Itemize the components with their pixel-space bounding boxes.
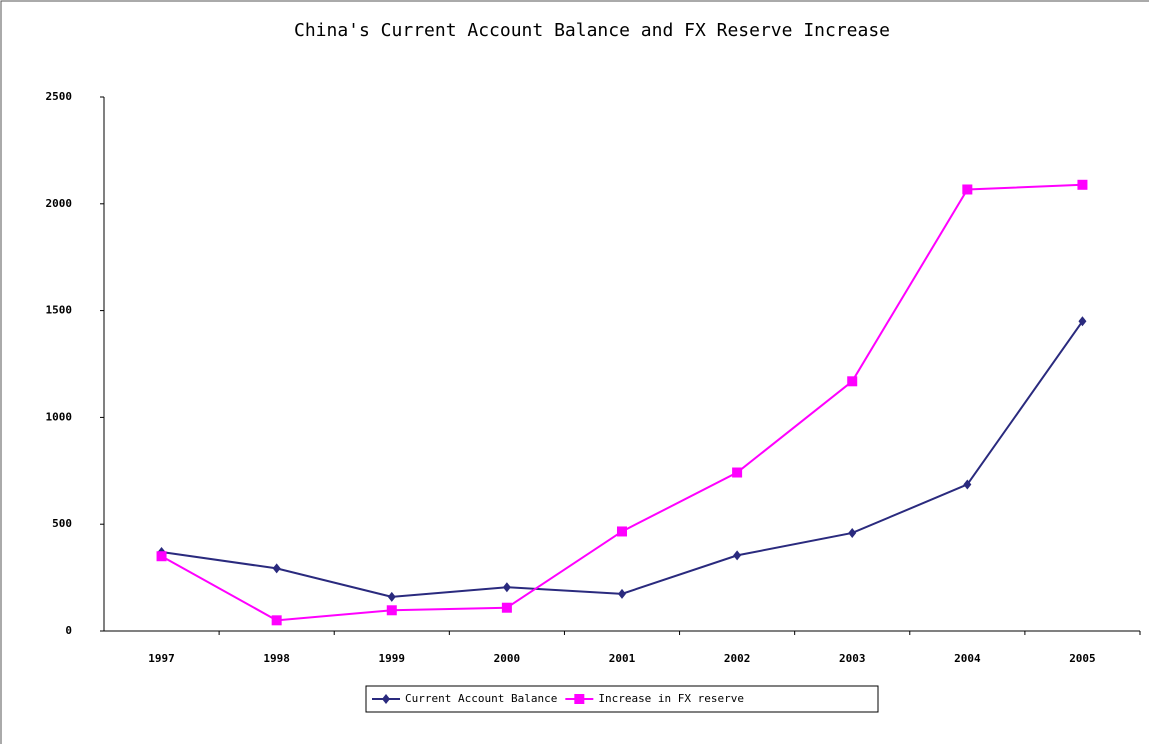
- legend-marker: [382, 694, 390, 704]
- y-tick-label: 2000: [46, 197, 73, 210]
- marker: [733, 550, 742, 561]
- x-tick-label: 1997: [148, 652, 175, 665]
- y-tick-label: 1000: [46, 410, 73, 423]
- x-tick-label: 2003: [839, 652, 866, 665]
- marker: [387, 591, 396, 602]
- x-tick-label: 1998: [263, 652, 290, 665]
- marker: [272, 563, 281, 574]
- y-tick-label: 2500: [46, 90, 73, 103]
- marker: [1077, 179, 1088, 190]
- x-tick-label: 2001: [609, 652, 636, 665]
- marker: [847, 376, 858, 387]
- marker: [848, 527, 857, 538]
- y-tick-label: 1500: [46, 304, 73, 317]
- marker: [617, 526, 627, 537]
- y-tick-label: 500: [52, 517, 72, 530]
- marker: [1078, 316, 1087, 327]
- marker: [501, 602, 512, 613]
- x-tick-label: 2000: [494, 652, 521, 665]
- x-tick-label: 2004: [954, 652, 981, 665]
- legend-marker: [574, 694, 585, 704]
- legend-label: Increase in FX reserve: [598, 692, 744, 705]
- marker: [156, 551, 167, 562]
- x-tick-label: 2005: [1069, 652, 1096, 665]
- series-line: [161, 320, 1084, 598]
- series-line: [161, 183, 1083, 622]
- marker: [732, 467, 743, 478]
- marker: [962, 184, 973, 195]
- chart-title: China's Current Account Balance and FX R…: [294, 20, 890, 41]
- x-tick-label: 1999: [379, 652, 406, 665]
- legend-label: Current Account Balance: [405, 692, 557, 705]
- marker: [386, 605, 397, 616]
- marker: [502, 582, 511, 593]
- x-tick-label: 2002: [724, 652, 751, 665]
- marker: [963, 479, 972, 490]
- marker: [271, 615, 282, 626]
- legend-box: [365, 685, 879, 713]
- y-tick-label: 0: [65, 624, 72, 637]
- marker: [618, 588, 626, 599]
